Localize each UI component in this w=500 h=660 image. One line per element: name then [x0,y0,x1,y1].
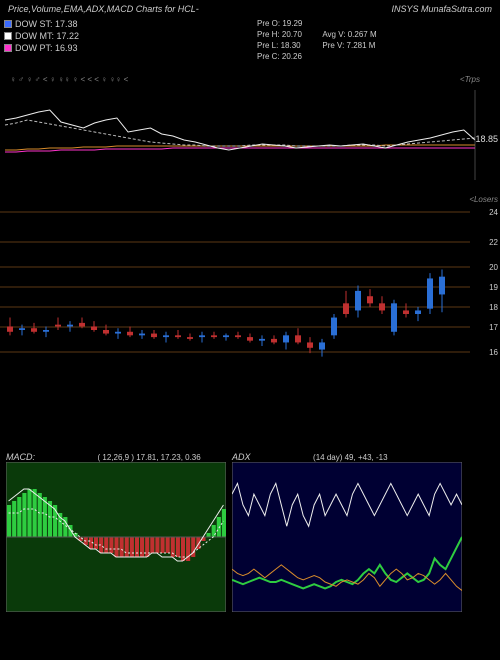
macd-label: MACD: [6,452,35,462]
adx-label: ADX [232,452,251,462]
macd-panel: MACD: ( 12,26,9 ) 17.81, 17.23, 0.36 [6,452,226,612]
svg-text:<Trps: <Trps [460,75,480,84]
svg-text:♀ ♂ ♀ ♂ < ♀ ♀♀ ♀ < < < ♀: ♀ ♂ ♀ ♂ < ♀ ♀♀ ♀ < < < ♀ ♀♀ < [10,75,129,84]
svg-text:19: 19 [489,283,498,292]
svg-text:17: 17 [489,323,498,332]
macd-params: ( 12,26,9 ) 17.81, 17.23, 0.36 [98,453,201,462]
svg-text:16: 16 [489,348,498,357]
svg-text:24: 24 [489,208,498,217]
legend: DOW ST: 17.38DOW MT: 17.22DOW PT: 16.93 [4,18,79,54]
svg-text:18: 18 [489,303,498,312]
svg-text:18.85: 18.85 [475,134,498,144]
chart-title-right: INSYS MunafaSutra.com [391,4,492,14]
svg-text:22: 22 [489,238,498,247]
svg-text:<Losers: <Losers [469,195,498,204]
chart-title-left: Price,Volume,EMA,ADX,MACD Charts for HCL… [8,4,199,14]
adx-params: (14 day) 49, +43, -13 [313,453,388,462]
stats-block: Pre O: 19.29Pre H: 20.70Pre L: 18.30Pre … [255,16,397,64]
ema-line-chart: ♀ ♂ ♀ ♂ < ♀ ♀♀ ♀ < < < ♀ ♀♀ < <Trps 18.85 [0,70,500,190]
svg-text:20: 20 [489,263,498,272]
candlestick-chart: <Losers 24 22 20 19 18 17 16 [0,192,500,362]
adx-panel: ADX (14 day) 49, +43, -13 [232,452,462,612]
